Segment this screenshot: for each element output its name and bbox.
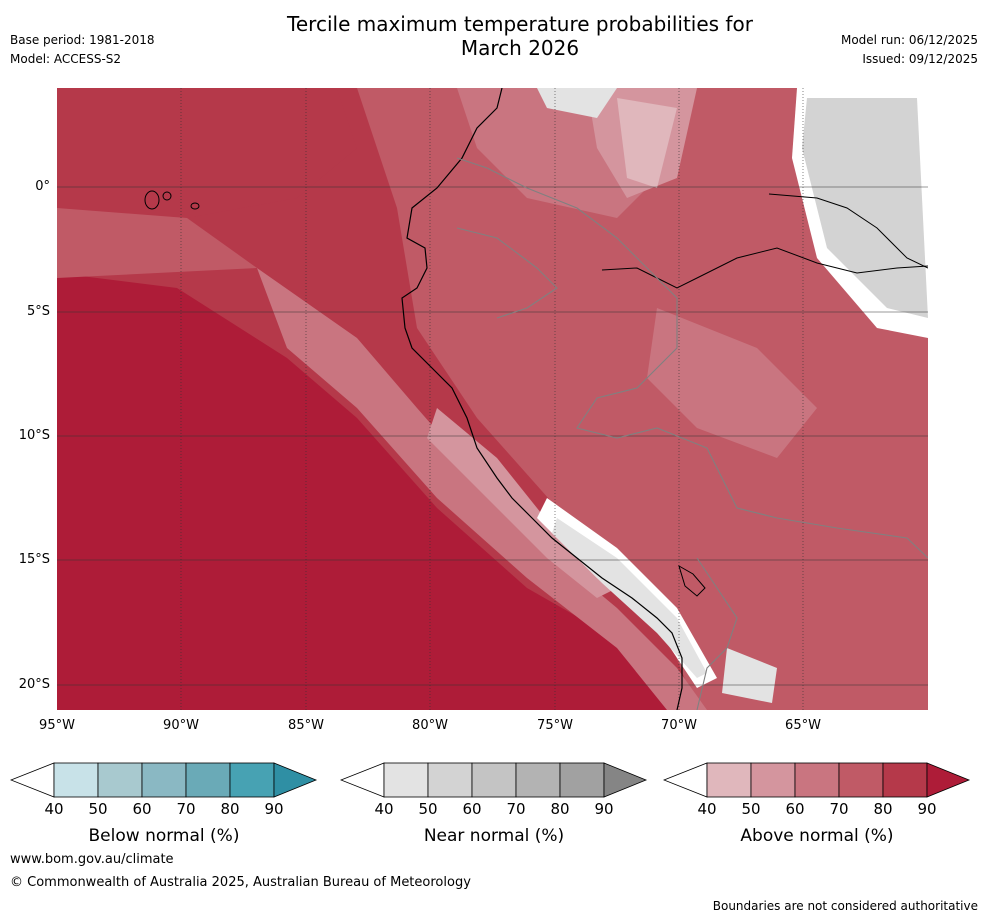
model-run-label: Model run: 06/12/2025 [840,33,978,47]
latitude-label-15s: 15°S [18,552,50,567]
probability-map [57,88,928,710]
coastline [401,88,683,710]
island-santa-cruz [162,191,172,201]
latitude-label-20s: 20°S [18,677,50,692]
issued-label: Issued: 09/12/2025 [862,52,978,66]
colorbar-near-tick-80: 80 [550,800,570,818]
base-period-label: Base period: 1981-2018 [10,33,155,47]
longitude-label-95w: 95°W [39,718,75,733]
colorbar-above-tick-70: 70 [829,800,849,818]
latitude-label-5s: 5°S [26,304,50,319]
zone-above-40-north [617,98,677,188]
colorbar-extend-low [663,762,708,798]
colorbar-segment [794,762,840,798]
longitude-label-90w: 90°W [163,718,199,733]
longitude-label-65w: 65°W [785,718,821,733]
colorbar-extend-high [603,762,648,798]
colorbar-near-tick-90: 90 [594,800,614,818]
colorbar-near-title: Near normal (%) [423,826,565,846]
colorbar-above-tick-50: 50 [741,800,761,818]
colorbar-segment [838,762,884,798]
colorbar-below-tick-40: 40 [44,800,64,818]
colorbar-extend-low [340,762,385,798]
latitude-gridlines [57,186,928,686]
colorbar-extend-high [926,762,971,798]
colorbar-below-tick-70: 70 [176,800,196,818]
map-title-line2: March 2026 [460,36,580,60]
colorbar-above-normal [663,762,971,798]
colorbar-segment [882,762,928,798]
colorbar-segment [229,762,275,798]
footer-url: www.bom.gov.au/climate [10,852,174,867]
colorbar-below-tick-60: 60 [132,800,152,818]
colorbar-near-tick-60: 60 [462,800,482,818]
colorbar-near-tick-40: 40 [374,800,394,818]
footer-copyright: © Commonwealth of Australia 2025, Austra… [10,875,471,890]
lake-titicaca [678,564,706,597]
colorbar-extend-low [10,762,55,798]
latitude-label-0: 0° [35,179,50,194]
colorbar-below-title: Below normal (%) [88,826,240,846]
longitude-label-80w: 80°W [412,718,448,733]
colorbar-segment [515,762,561,798]
latitude-label-10s: 10°S [18,428,50,443]
map-title: Tercile maximum temperature probabilitie… [0,12,988,60]
zone-near-normal-altiplano [722,648,777,703]
colorbar-below-tick-80: 80 [220,800,240,818]
colorbar-above-tick-60: 60 [785,800,805,818]
river-line-north [768,193,928,269]
colorbar-near-tick-50: 50 [418,800,438,818]
island-san-cristobal [190,202,200,210]
colorbar-segment [471,762,517,798]
country-border-bolivia [696,557,738,710]
longitude-label-70w: 70°W [661,718,697,733]
river-line [601,247,928,289]
colorbar-segment [559,762,605,798]
colorbar-near-tick-70: 70 [506,800,526,818]
colorbar-segment [427,762,473,798]
zone-above-60-east [647,308,817,458]
colorbar-above-tick-40: 40 [697,800,717,818]
model-label: Model: ACCESS-S2 [10,52,122,66]
colorbar-extend-high [273,762,318,798]
colorbar-segment [97,762,143,798]
island-isabela [144,190,160,210]
zone-near-normal-north [537,88,617,118]
colorbar-below-tick-90: 90 [264,800,284,818]
colorbar-below-normal [10,762,318,798]
header-left: Base period: 1981-2018 Model: ACCESS-S2 [10,31,155,69]
zone-near-normal-ne [802,98,928,318]
colorbar-segment [141,762,187,798]
colorbar-segment [750,762,796,798]
colorbar-above-title: Above normal (%) [740,826,894,846]
zone-above-70 [357,88,928,710]
zone-near-normal-coast [552,518,707,678]
zone-above-80-north [57,88,357,218]
colorbar-above-tick-90: 90 [917,800,937,818]
colorbar-above-tick-80: 80 [873,800,893,818]
longitude-label-75w: 75°W [537,718,573,733]
colorbar-segment [185,762,231,798]
country-border-ecuador [456,227,558,319]
header-right: Model run: 06/12/2025 Issued: 09/12/2025 [841,31,978,69]
colorbar-below-tick-50: 50 [88,800,108,818]
galapagos-islands [144,190,200,210]
colorbar-segment [706,762,752,798]
colorbar-segment [53,762,99,798]
zone-above-70-west [57,208,257,278]
footer-note: Boundaries are not considered authoritat… [712,899,978,913]
map-title-line1: Tercile maximum temperature probabilitie… [287,12,753,36]
colorbar-segment [383,762,429,798]
colorbar-near-normal [340,762,648,798]
country-borders [456,157,928,559]
longitude-label-85w: 85°W [288,718,324,733]
